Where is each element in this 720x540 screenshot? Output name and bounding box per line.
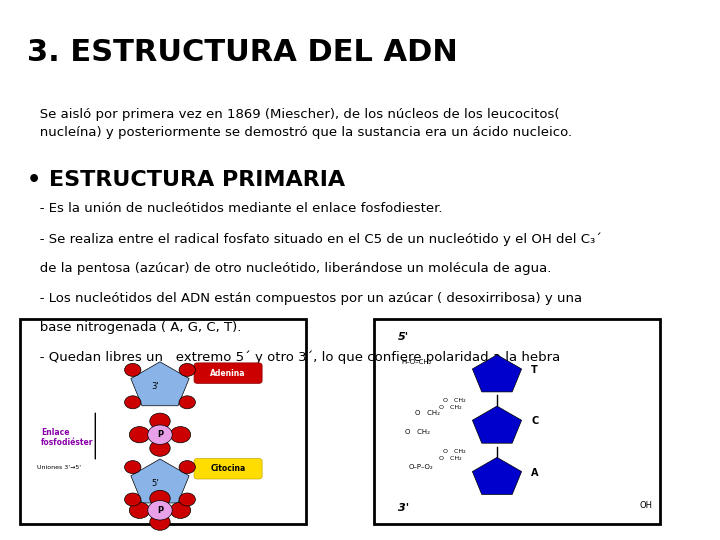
Circle shape — [130, 427, 150, 443]
Circle shape — [150, 490, 170, 507]
Text: 3': 3' — [398, 503, 410, 513]
Text: - Se realiza entre el radical fosfato situado en el C5 de un nucleótido y el OH : - Se realiza entre el radical fosfato si… — [27, 232, 602, 246]
Text: 5': 5' — [151, 479, 159, 488]
Text: O   CH₂: O CH₂ — [415, 410, 441, 416]
Text: O–P–O₂: O–P–O₂ — [408, 464, 433, 470]
Text: 3. ESTRUCTURA DEL ADN: 3. ESTRUCTURA DEL ADN — [27, 38, 458, 67]
Circle shape — [125, 396, 141, 409]
FancyBboxPatch shape — [374, 319, 660, 524]
Text: O   CH₂: O CH₂ — [443, 449, 465, 455]
Circle shape — [179, 461, 195, 474]
Text: Uniones 3'→5': Uniones 3'→5' — [37, 464, 81, 470]
Text: base nitrogenada ( A, G, C, T).: base nitrogenada ( A, G, C, T). — [27, 321, 242, 334]
Text: P: P — [157, 430, 163, 439]
Text: OH: OH — [640, 501, 653, 510]
Circle shape — [150, 413, 170, 429]
Circle shape — [125, 363, 141, 376]
Polygon shape — [131, 362, 189, 406]
FancyBboxPatch shape — [20, 319, 307, 524]
Text: T: T — [531, 365, 538, 375]
Circle shape — [170, 502, 191, 518]
Polygon shape — [472, 355, 521, 392]
Circle shape — [170, 427, 191, 443]
Circle shape — [179, 396, 195, 409]
Text: 3': 3' — [151, 382, 159, 390]
Circle shape — [125, 493, 141, 506]
Text: Enlace
fosfodiéster: Enlace fosfodiéster — [41, 428, 94, 447]
Circle shape — [150, 440, 170, 456]
Text: de la pentosa (azúcar) de otro nucleótido, liberándose un molécula de agua.: de la pentosa (azúcar) de otro nucleótid… — [27, 262, 552, 275]
Circle shape — [125, 461, 141, 474]
Text: Citocina: Citocina — [210, 464, 246, 473]
Circle shape — [179, 363, 195, 376]
Text: O   CH₂: O CH₂ — [439, 404, 462, 410]
Text: A: A — [531, 468, 539, 477]
Text: Se aisló por primera vez en 1869 (Miescher), de los núcleos de los leucocitos(
 : Se aisló por primera vez en 1869 (Miesch… — [27, 108, 572, 139]
Text: Adenina: Adenina — [210, 369, 246, 377]
Polygon shape — [472, 406, 521, 443]
Circle shape — [150, 514, 170, 530]
Text: - Los nucleótidos del ADN están compuestos por un azúcar ( desoxirribosa) y una: - Los nucleótidos del ADN están compuest… — [27, 292, 582, 305]
Polygon shape — [131, 459, 189, 503]
Text: C: C — [531, 416, 539, 426]
Text: - Quedan libres un   extremo 5´ y otro 3´, lo que confiere polaridad a la hebra: - Quedan libres un extremo 5´ y otro 3´,… — [27, 351, 560, 364]
Polygon shape — [472, 457, 521, 495]
Text: O   CH₂: O CH₂ — [439, 456, 462, 461]
Circle shape — [148, 501, 172, 520]
Circle shape — [148, 425, 172, 444]
Text: • ESTRUCTURA PRIMARIA: • ESTRUCTURA PRIMARIA — [27, 170, 346, 190]
Text: 5': 5' — [398, 332, 410, 342]
Text: P: P — [157, 506, 163, 515]
Circle shape — [130, 502, 150, 518]
FancyBboxPatch shape — [194, 458, 262, 479]
Text: - Es la unión de nucleótidos mediante el enlace fosfodiester.: - Es la unión de nucleótidos mediante el… — [27, 202, 443, 215]
Circle shape — [179, 493, 195, 506]
Text: H–O–CH₂: H–O–CH₂ — [402, 359, 432, 365]
Text: O   CH₂: O CH₂ — [443, 398, 465, 403]
Text: O   CH₂: O CH₂ — [405, 429, 430, 435]
FancyBboxPatch shape — [194, 363, 262, 383]
